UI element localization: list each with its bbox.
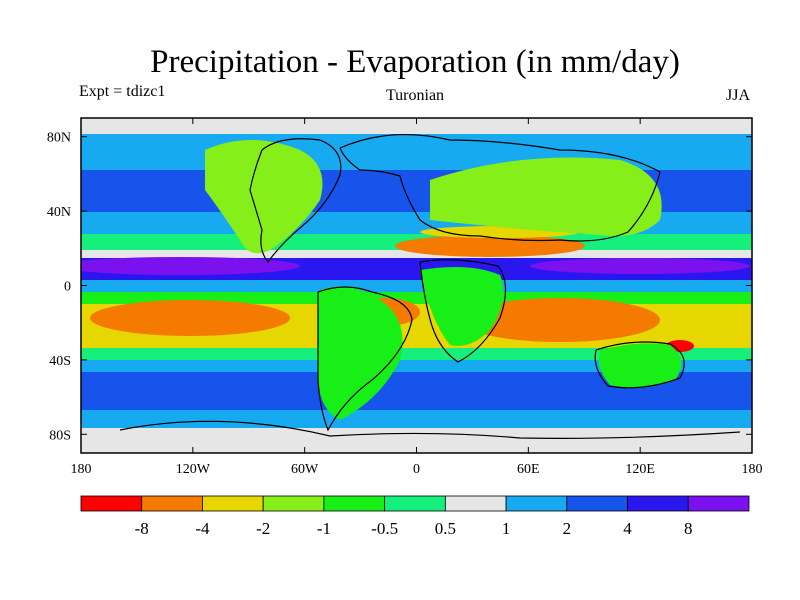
colorbar-label: 8 (684, 519, 693, 538)
dry-zone-indian-south (460, 298, 660, 342)
band-north-highlat (81, 134, 752, 170)
coastlines (119, 133, 741, 439)
coastline-eurasia (339, 133, 661, 242)
y-tick-label: 0 (64, 280, 71, 295)
precip-field (81, 118, 752, 453)
colorbar: -8 -4 -2 -1 -0.5 0.5 1 2 4 8 (80, 495, 750, 538)
colorbar-swatch (687, 495, 750, 512)
land-south-america (317, 286, 403, 420)
dry-zone-north-africa (395, 235, 585, 257)
colorbar-label: -4 (195, 519, 210, 538)
colorbar-swatch (444, 495, 507, 512)
colorbar-swatch (566, 495, 628, 512)
y-tick-label: 40S (49, 354, 71, 369)
colorbar-swatch (80, 495, 143, 512)
coastline-australia (594, 341, 685, 389)
itcz-purple-west (81, 257, 300, 275)
colorbar-label: -8 (135, 519, 149, 538)
x-tick-label: 60W (291, 462, 319, 477)
colorbar-swatch (627, 495, 689, 512)
x-tick-label: 180 (71, 462, 92, 477)
colorbar-label: 0.5 (435, 519, 456, 538)
coastline-antarctica (119, 420, 741, 439)
colorbar-swatch (384, 495, 446, 512)
x-tick-label: 180 (742, 462, 763, 477)
coastline-north-america (249, 138, 342, 263)
coastline-africa (419, 259, 507, 363)
band-polar-north (81, 118, 752, 134)
period-label: Turonian (385, 87, 445, 104)
land-australia (598, 343, 682, 388)
band-south-transition (81, 348, 752, 360)
y-tick-label: 80S (49, 428, 71, 443)
experiment-label: Expt = tdizc1 (79, 83, 166, 100)
colorbar-label: 2 (563, 519, 572, 538)
map-ticks: 180 120W 60W 0 60E 120E 180 80N 40N 0 40S 80S (47, 118, 763, 477)
x-tick-label: 120E (625, 462, 655, 477)
colorbar-swatch (505, 495, 568, 512)
colorbar-label: -1 (317, 519, 331, 538)
season-label: JJA (725, 87, 750, 104)
band-north-neutral (81, 250, 752, 258)
y-tick-label: 40N (47, 205, 71, 220)
colorbar-swatch (262, 495, 325, 512)
band-south-lightblue (81, 360, 752, 372)
land-eurasia (430, 157, 662, 236)
band-south-highlat (81, 410, 752, 428)
colorbar-swatch (202, 495, 264, 512)
x-tick-label: 120W (176, 462, 211, 477)
dry-zone-pacific-south (90, 300, 290, 336)
coastline-south-america (317, 286, 413, 432)
colorbar-label: 4 (623, 519, 632, 538)
land-africa (420, 266, 504, 346)
x-tick-label: 0 (413, 462, 420, 477)
y-tick-label: 80N (47, 131, 71, 146)
colorbar-swatch (323, 495, 386, 512)
colorbar-swatch (141, 495, 203, 512)
colorbar-label: 1 (502, 519, 511, 538)
colorbar-label: -2 (256, 519, 270, 538)
map-title: Precipitation - Evaporation (in mm/day) (150, 44, 680, 80)
x-tick-label: 60E (517, 462, 540, 477)
land-north-america (205, 140, 323, 254)
colorbar-label: -0.5 (371, 519, 398, 538)
itcz-purple-east (530, 258, 750, 274)
band-equator (81, 280, 752, 292)
